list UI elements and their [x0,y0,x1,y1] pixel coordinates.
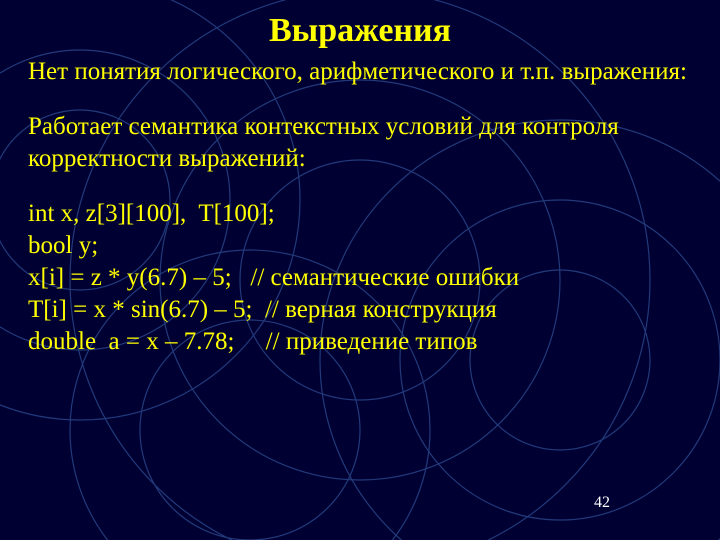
slide: Выражения Нет понятия логического, арифм… [0,0,720,540]
code-block: int x, z[3][100], T[100]; bool y; x[i] =… [28,198,692,358]
code-line-1: int x, z[3][100], T[100]; [28,200,275,227]
code-line-3: x[i] = z * y(6.7) – 5; // семантические … [28,264,519,291]
code-line-5: double a = x – 7.78; // приведение типов [28,328,477,355]
code-line-2: bool y; [28,232,98,259]
page-number: 42 [594,494,610,512]
paragraph-2: Работает семантика контекстных условий д… [28,111,692,174]
slide-title: Выражения [28,12,692,50]
slide-content: Выражения Нет понятия логического, арифм… [0,0,720,358]
code-line-4: T[i] = x * sin(6.7) – 5; // верная конст… [28,296,497,323]
paragraph-1: Нет понятия логического, арифметического… [28,56,692,87]
